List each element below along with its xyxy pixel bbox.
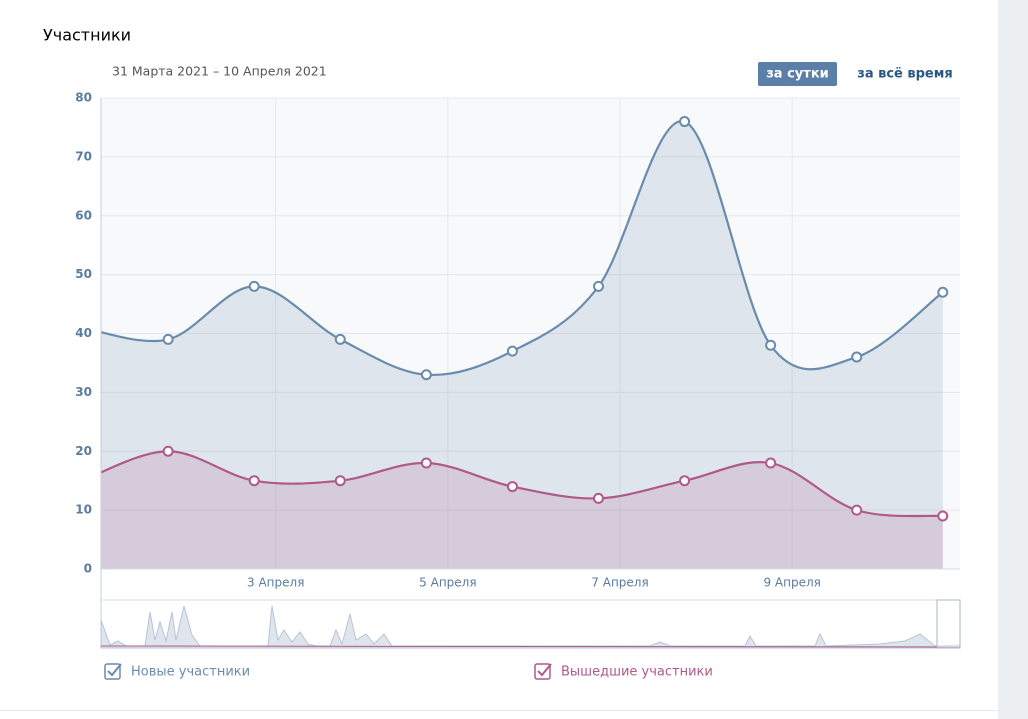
- y-tick-label: 0: [84, 562, 92, 576]
- point[interactable]: [937, 286, 949, 298]
- point[interactable]: [334, 333, 346, 345]
- y-tick-label: 40: [75, 326, 92, 340]
- point[interactable]: [592, 492, 604, 504]
- area: [101, 451, 943, 569]
- legend-check[interactable]: [107, 663, 122, 677]
- y-tick-label: 70: [75, 149, 92, 163]
- point[interactable]: [851, 504, 863, 516]
- y-tick-label: 30: [75, 385, 92, 399]
- x-tick-label: 5 Апреля: [419, 576, 476, 590]
- point[interactable]: [592, 280, 604, 292]
- point[interactable]: [248, 280, 260, 292]
- legend-check[interactable]: [537, 663, 552, 677]
- point[interactable]: [765, 339, 777, 351]
- marks: [162, 116, 949, 522]
- areas: [101, 120, 944, 569]
- y-tick-label: 10: [75, 503, 92, 517]
- point[interactable]: [420, 369, 432, 381]
- point[interactable]: [851, 351, 863, 363]
- y-tick-label: 60: [75, 208, 92, 222]
- legend-checkbox[interactable]: [534, 663, 551, 680]
- point[interactable]: [679, 475, 691, 487]
- x-tick-label: 7 Апреля: [591, 576, 648, 590]
- legend: Новые участники Вышедшие участники: [104, 663, 713, 680]
- point[interactable]: [937, 510, 949, 522]
- point[interactable]: [248, 475, 260, 487]
- separator: [0, 710, 998, 711]
- x-tick-label: 9 Апреля: [763, 576, 820, 590]
- y-tick-label: 50: [75, 267, 92, 281]
- all-button-label[interactable]: за всё время: [857, 67, 952, 82]
- point[interactable]: [506, 345, 518, 357]
- point[interactable]: [162, 333, 174, 345]
- legend-label[interactable]: Новые участники: [131, 665, 250, 680]
- navigator-preview: [100, 605, 961, 649]
- day-button[interactable]: [758, 62, 837, 86]
- y-tick-label: 80: [75, 91, 92, 105]
- x-tick-label: 3 Апреля: [247, 576, 304, 590]
- grid: [101, 97, 960, 570]
- point[interactable]: [765, 457, 777, 469]
- point[interactable]: [334, 475, 346, 487]
- navigator-window[interactable]: [936, 599, 961, 649]
- day-button-label[interactable]: за сутки: [766, 67, 829, 82]
- point[interactable]: [506, 481, 518, 493]
- line: [101, 120, 944, 377]
- point[interactable]: [162, 445, 174, 457]
- point[interactable]: [420, 457, 432, 469]
- area: [101, 121, 943, 569]
- subtitle: 31 Марта 2021 – 10 Апреля 2021: [112, 64, 327, 79]
- legend-label[interactable]: Вышедшие участники: [561, 665, 713, 680]
- y-tick-label: 20: [75, 444, 92, 458]
- legend-checkbox[interactable]: [104, 663, 121, 680]
- title: Участники: [43, 26, 131, 45]
- navigator-preview-2: [100, 645, 961, 648]
- point[interactable]: [679, 116, 691, 128]
